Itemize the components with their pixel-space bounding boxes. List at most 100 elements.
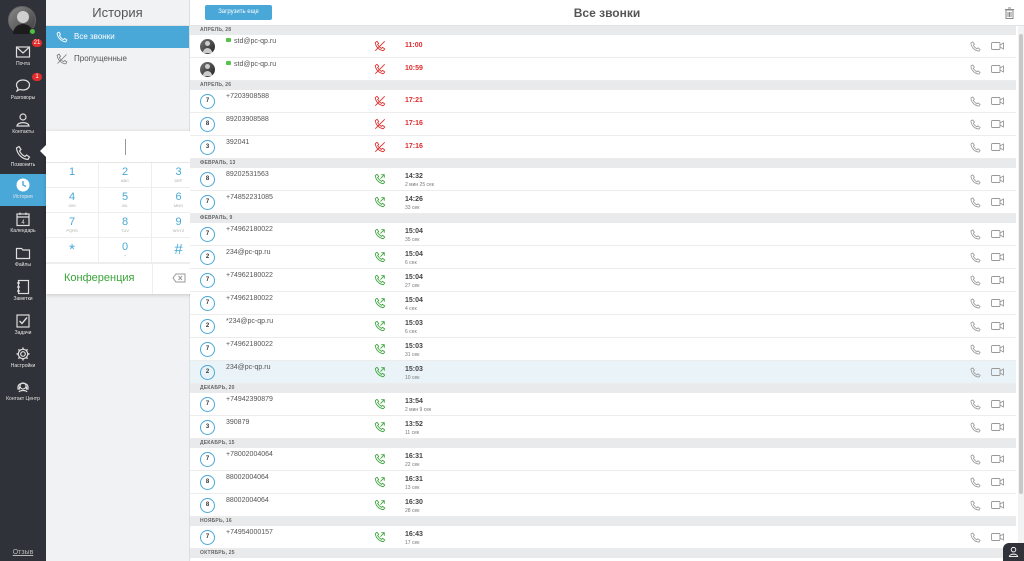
sidebar-item-notes[interactable]: Заметки <box>0 276 46 308</box>
filter-missed-calls[interactable]: Пропущенные <box>46 48 189 70</box>
call-back-icon[interactable] <box>970 532 981 543</box>
call-back-icon[interactable] <box>970 174 981 185</box>
dial-key-3[interactable]: 3 DEF <box>152 163 205 188</box>
call-row[interactable]: 7 +78002004064 16:31 22 сек <box>190 448 1016 471</box>
video-call-icon[interactable] <box>991 275 1004 285</box>
conference-button[interactable]: Конференция <box>64 272 135 284</box>
call-duration: 31 сек <box>405 352 420 358</box>
dial-key-0[interactable]: 0 + <box>99 238 152 263</box>
call-row[interactable]: std@pc-qp.ru 11:00 <box>190 35 1016 58</box>
video-call-icon[interactable] <box>991 321 1004 331</box>
dial-key-digit: 2 <box>121 166 129 178</box>
call-back-icon[interactable] <box>970 477 981 488</box>
call-row[interactable]: 7 +74962180022 15:03 31 сек <box>190 338 1016 361</box>
video-call-icon[interactable] <box>991 422 1004 432</box>
video-call-icon[interactable] <box>991 96 1004 106</box>
call-row[interactable]: 7 +74962180022 15:04 4 сек <box>190 292 1016 315</box>
call-row[interactable]: 8 89203908588 17:16 <box>190 113 1016 136</box>
sidebar-item-settings[interactable]: Настройки <box>0 343 46 375</box>
video-call-icon[interactable] <box>991 298 1004 308</box>
video-call-icon[interactable] <box>991 64 1004 74</box>
call-row[interactable]: 8 89202531563 14:32 2 мин 25 сек <box>190 168 1016 191</box>
sidebar-item-chat[interactable]: Разговоры 1 <box>0 73 46 107</box>
call-back-icon[interactable] <box>970 197 981 208</box>
call-row[interactable]: std@pc-qp.ru 10:59 <box>190 58 1016 81</box>
sidebar-item-history[interactable]: История <box>0 174 46 206</box>
video-call-icon[interactable] <box>991 477 1004 487</box>
video-call-icon[interactable] <box>991 229 1004 239</box>
video-call-icon[interactable] <box>991 532 1004 542</box>
call-row[interactable]: 2 *234@pc-qp.ru 15:03 6 сек <box>190 315 1016 338</box>
sidebar-item-calendar[interactable]: 4 Календарь <box>0 208 46 240</box>
video-call-icon[interactable] <box>991 367 1004 377</box>
feedback-link[interactable]: Отзыв <box>12 549 34 556</box>
sidebar-item-folder[interactable]: Файлы <box>0 242 46 274</box>
dial-key-7[interactable]: 7 PQRS <box>46 213 99 238</box>
call-back-icon[interactable] <box>970 229 981 240</box>
video-call-icon[interactable] <box>991 344 1004 354</box>
dial-key-9[interactable]: 9 WXYZ <box>152 213 205 238</box>
filter-all-calls[interactable]: Все звонки <box>46 26 189 48</box>
backspace-button[interactable] <box>152 264 205 294</box>
dial-key-2[interactable]: 2 ABC <box>99 163 152 188</box>
dial-key-letters: MNO <box>173 203 184 208</box>
call-row[interactable]: 8 88002004064 16:30 28 сек <box>190 494 1016 517</box>
sidebar-item-contacts[interactable]: Контакты <box>0 109 46 141</box>
video-call-icon[interactable] <box>991 399 1004 409</box>
trash-icon[interactable] <box>1004 7 1015 19</box>
video-call-icon[interactable] <box>991 197 1004 207</box>
dial-key-5[interactable]: 5 JKL <box>99 188 152 213</box>
call-back-icon[interactable] <box>970 422 981 433</box>
video-call-icon[interactable] <box>991 174 1004 184</box>
call-row[interactable]: 7 +74942390879 13:54 2 мин 9 сек <box>190 393 1016 416</box>
sidebar-item-mail[interactable]: Почта 21 <box>0 39 46 73</box>
user-avatar[interactable] <box>8 6 36 34</box>
dial-key-4[interactable]: 4 GHI <box>46 188 99 213</box>
dial-key-hash[interactable]: # <box>152 238 205 263</box>
video-call-icon[interactable] <box>991 454 1004 464</box>
call-back-icon[interactable] <box>970 321 981 332</box>
call-back-icon[interactable] <box>970 500 981 511</box>
call-back-icon[interactable] <box>970 367 981 378</box>
video-call-icon[interactable] <box>991 119 1004 129</box>
video-call-icon[interactable] <box>991 252 1004 262</box>
call-row[interactable]: 7 +74852231085 14:26 33 сек <box>190 191 1016 214</box>
call-row[interactable]: 7 +74962180022 15:04 27 сек <box>190 269 1016 292</box>
scrollbar-thumb[interactable] <box>1019 34 1023 494</box>
dial-key-1[interactable]: 1 <box>46 163 99 188</box>
dial-key-8[interactable]: 8 TUV <box>99 213 152 238</box>
video-call-icon[interactable] <box>991 142 1004 152</box>
dial-key-6[interactable]: 6 MNO <box>152 188 205 213</box>
contact-corner-button[interactable] <box>1003 543 1024 561</box>
call-back-icon[interactable] <box>970 399 981 410</box>
call-back-icon[interactable] <box>970 41 981 52</box>
history-icon <box>16 178 30 192</box>
call-row[interactable]: 3 390879 13:52 11 сек <box>190 416 1016 439</box>
load-more-button[interactable]: Загрузить еще <box>205 5 272 20</box>
call-row[interactable]: 2 234@pc-qp.ru 15:03 10 сек <box>190 361 1016 384</box>
call-back-icon[interactable] <box>970 298 981 309</box>
call-back-icon[interactable] <box>970 344 981 355</box>
call-back-icon[interactable] <box>970 252 981 263</box>
dial-key-star[interactable]: * <box>46 238 99 263</box>
call-row[interactable]: 7 +7203908588 17:21 <box>190 90 1016 113</box>
video-call-icon[interactable] <box>991 500 1004 510</box>
video-call-icon[interactable] <box>991 41 1004 51</box>
call-back-icon[interactable] <box>970 454 981 465</box>
call-back-icon[interactable] <box>970 142 981 153</box>
call-row[interactable]: 3 392041 17:16 <box>190 136 1016 159</box>
sidebar-item-phone[interactable]: Позвонить <box>0 142 46 174</box>
scrollbar[interactable] <box>1018 26 1024 561</box>
call-back-icon[interactable] <box>970 275 981 286</box>
call-back-icon[interactable] <box>970 64 981 75</box>
call-row[interactable]: 7 +74954000157 16:43 17 сек <box>190 526 1016 549</box>
call-row[interactable]: 2 234@pc-qp.ru 15:04 6 сек <box>190 246 1016 269</box>
sidebar-item-contact-center[interactable]: Контакт Центр <box>0 376 46 408</box>
call-row[interactable]: 7 +74962180022 15:04 35 сек <box>190 223 1016 246</box>
date-group-header: ФЕВРАЛЬ, 9 <box>190 214 1016 223</box>
call-back-icon[interactable] <box>970 96 981 107</box>
call-back-icon[interactable] <box>970 119 981 130</box>
dial-number-input[interactable] <box>46 131 205 163</box>
sidebar-item-tasks[interactable]: Задачи <box>0 310 46 342</box>
call-row[interactable]: 8 88002004064 16:31 13 сек <box>190 471 1016 494</box>
